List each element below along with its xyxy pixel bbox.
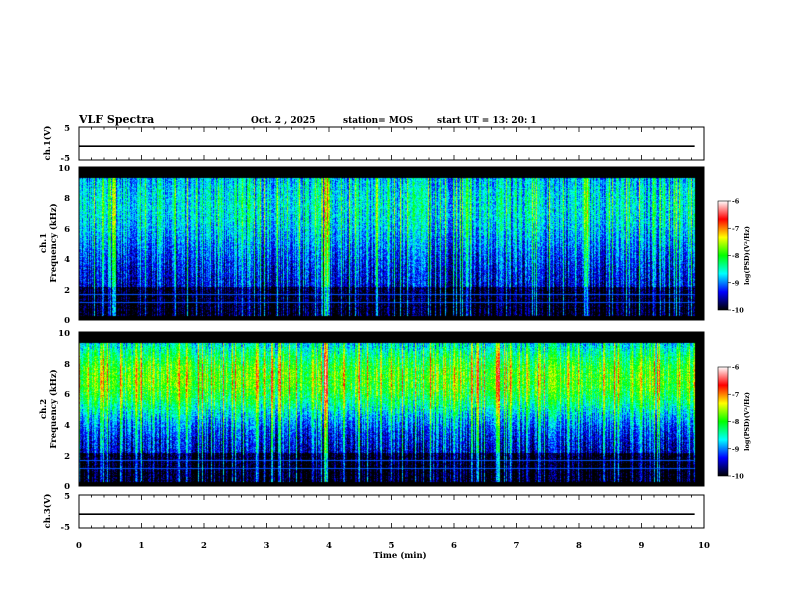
ch2-spectrogram-image <box>79 332 704 486</box>
time-tick-label: 6 <box>451 541 457 551</box>
spec2-tick-10: 10 <box>58 329 70 339</box>
colorbar-ch1: -6 -7 -8 -9 -10 log(PSD)(V²/Hz) <box>717 198 751 315</box>
time-tick-label: 7 <box>514 541 520 551</box>
colorbar-label: log(PSD)(V²/Hz) <box>743 392 751 451</box>
time-tick-label: 4 <box>326 541 332 551</box>
spec1-axis-label: Frequency (kHz) <box>48 203 59 282</box>
date-label: Oct. 2 , 2025 <box>251 116 315 126</box>
spec2-tick-4: 4 <box>64 421 70 431</box>
time-tick-label: 1 <box>139 541 145 551</box>
colorbar-gradient <box>717 366 729 477</box>
ch1-spectrogram-fo <box>79 167 704 320</box>
colorbar-gradient <box>717 200 729 311</box>
chart-title: VLF Spectra <box>78 113 154 126</box>
spec1-channel-label: ch.1 <box>39 233 49 253</box>
ch2-spectrogram-fo <box>79 332 704 486</box>
time-tick-label: 0 <box>76 541 82 551</box>
spec2-tick-0: 0 <box>64 482 70 492</box>
colorbar-tick-label: -7 <box>732 391 739 399</box>
ch3-frame <box>78 494 705 529</box>
ch1-spectrogram-panel: 10 8 6 4 2 0 ch.1 Frequency (kHz) <box>39 164 705 326</box>
ch2-spectrogram-panel: 10 8 6 4 2 0 ch.2 Frequency (kHz) <box>39 329 705 492</box>
ch1-axis-label: ch.1(V) <box>42 126 53 161</box>
spec1-tick-10: 10 <box>58 164 70 174</box>
colorbar-tick-label: -8 <box>732 252 740 260</box>
ch1-voltage-panel: 5 -5 ch.1(V) <box>42 124 705 164</box>
colorbar-tick-label: -6 <box>732 198 740 206</box>
colorbar-tick-label: -10 <box>732 307 744 315</box>
spec2-axis-label: Frequency (kHz) <box>48 369 59 448</box>
time-tick-label: 8 <box>576 541 582 551</box>
colorbar-tick-label: -9 <box>732 279 740 287</box>
time-tick-label: 2 <box>201 541 207 551</box>
start-time-label: start UT = 13: 20: 1 <box>437 116 537 126</box>
spec1-tick-6: 6 <box>64 225 70 235</box>
spec2-tick-6: 6 <box>64 390 70 400</box>
ch1-tick-top: 5 <box>64 124 70 134</box>
spec1-tick-8: 8 <box>64 194 70 204</box>
colorbar-tick-label: -9 <box>732 445 740 453</box>
ch3-axis-label: ch.3(V) <box>42 494 53 529</box>
spec2-tick-2: 2 <box>64 452 70 462</box>
colorbar-tick-label: -10 <box>732 473 744 481</box>
time-tick-label: 5 <box>389 541 395 551</box>
colorbar-tick-label: -7 <box>732 225 739 233</box>
ch3-voltage-panel: 5 -5 ch.3(V) <box>42 492 705 533</box>
station-label: station= MOS <box>343 116 413 126</box>
ch3-tick-bottom: -5 <box>61 523 71 533</box>
ch1-spectrogram-image <box>79 167 704 320</box>
time-axis-labels: 0 1 2 3 4 5 6 7 8 9 10 <box>76 541 710 551</box>
spec1-tick-2: 2 <box>64 286 70 296</box>
ch3-tick-top: 5 <box>64 492 70 502</box>
spec2-channel-label: ch.2 <box>39 399 49 419</box>
colorbar-tick-label: -6 <box>732 364 740 372</box>
ch1-frame <box>78 126 705 161</box>
time-tick-label: 3 <box>264 541 270 551</box>
spec1-tick-0: 0 <box>64 316 70 326</box>
colorbar-ch2: -6 -7 -8 -9 -10 log(PSD)(V²/Hz) <box>717 364 751 481</box>
spec1-tick-4: 4 <box>64 255 70 265</box>
time-axis-label: Time (min) <box>373 550 426 561</box>
ch1-tick-bottom: -5 <box>61 154 71 164</box>
time-tick-label: 10 <box>698 541 710 551</box>
colorbar-label: log(PSD)(V²/Hz) <box>743 226 751 285</box>
time-tick-label: 9 <box>639 541 645 551</box>
time-axis-ticks <box>78 127 705 528</box>
colorbar-tick-label: -8 <box>732 418 740 426</box>
spec2-tick-8: 8 <box>64 360 70 370</box>
